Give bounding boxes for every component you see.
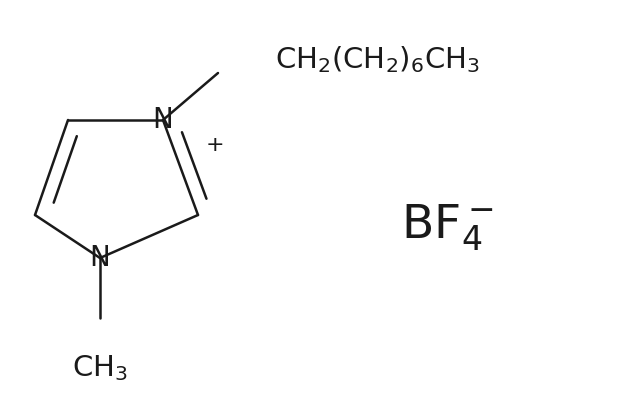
Text: N: N [152, 106, 173, 134]
Text: CH$_2$(CH$_2$)$_6$CH$_3$: CH$_2$(CH$_2$)$_6$CH$_3$ [275, 45, 481, 75]
Text: BF$_4^-$: BF$_4^-$ [401, 203, 493, 253]
Text: +: + [205, 135, 224, 155]
Text: CH$_3$: CH$_3$ [72, 353, 128, 383]
Text: N: N [90, 244, 110, 272]
